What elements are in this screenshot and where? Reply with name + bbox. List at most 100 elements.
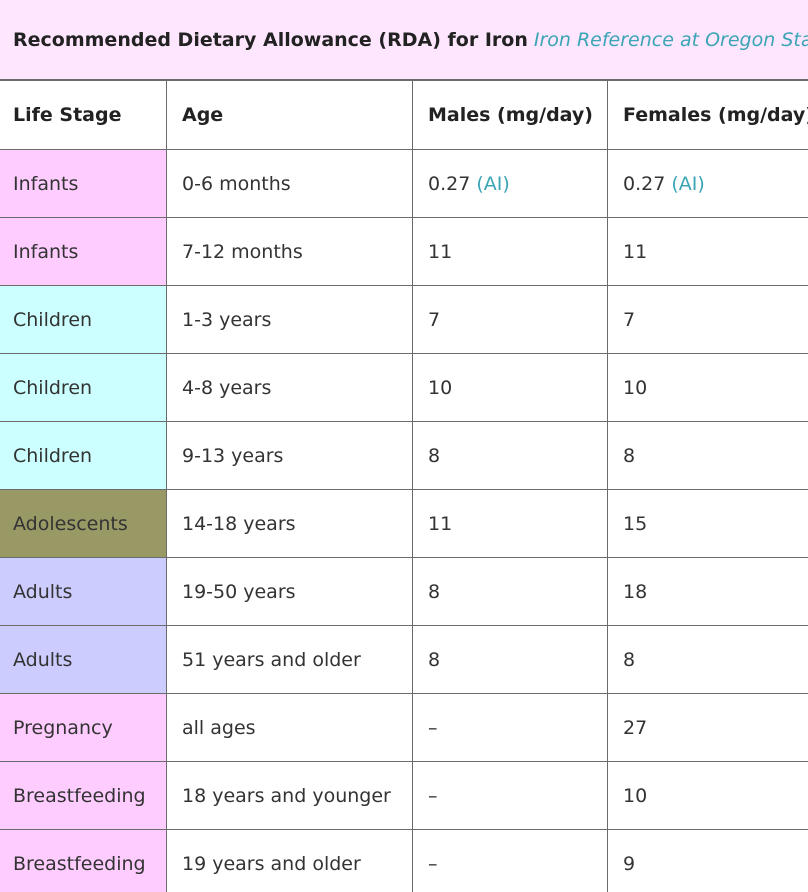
females-cell: 10 <box>607 353 808 422</box>
table-row: Breastfeeding 18 years and younger – 10 <box>0 761 808 830</box>
table-body: Infants 0-6 months 0.27 (AI) 0.27 (AI) I… <box>0 149 808 892</box>
age-cell: all ages <box>166 693 413 762</box>
age-text: 9-13 years <box>182 444 284 467</box>
header-age: Age <box>166 80 413 150</box>
females-cell: 0.27 (AI) <box>607 149 808 218</box>
table-row: Children 1-3 years 7 7 <box>0 285 808 354</box>
header-life-stage: Life Stage <box>0 80 167 150</box>
table-row: Adults 51 years and older 8 8 <box>0 625 808 694</box>
males-value: – <box>428 852 438 875</box>
age-text: 1-3 years <box>182 308 272 331</box>
age-text: 14-18 years <box>182 512 296 535</box>
males-cell: 8 <box>412 421 608 490</box>
table-row: Children 4-8 years 10 10 <box>0 353 808 422</box>
males-value: 10 <box>428 376 453 399</box>
life-stage-text: Adults <box>13 648 73 671</box>
females-cell: 11 <box>607 217 808 286</box>
females-value: 7 <box>623 308 636 331</box>
females-value: 9 <box>623 852 636 875</box>
males-ai-note: (AI) <box>476 172 510 195</box>
age-text: 19-50 years <box>182 580 296 603</box>
age-cell: 1-3 years <box>166 285 413 354</box>
males-value: 11 <box>428 240 453 263</box>
females-value: 11 <box>623 240 648 263</box>
life-stage-cell: Breastfeeding <box>0 761 167 830</box>
life-stage-cell: Infants <box>0 149 167 218</box>
females-value: 18 <box>623 580 648 603</box>
males-cell: 11 <box>412 489 608 558</box>
females-cell: 15 <box>607 489 808 558</box>
age-cell: 0-6 months <box>166 149 413 218</box>
reference-link[interactable]: Iron Reference at Oregon State <box>533 29 808 51</box>
males-value: 8 <box>428 444 441 467</box>
males-value: 0.27 <box>428 172 471 195</box>
life-stage-cell: Adults <box>0 557 167 626</box>
life-stage-cell: Adults <box>0 625 167 694</box>
life-stage-text: Breastfeeding <box>13 852 146 875</box>
age-cell: 14-18 years <box>166 489 413 558</box>
life-stage-cell: Children <box>0 421 167 490</box>
age-text: all ages <box>182 716 256 739</box>
males-value: 7 <box>428 308 441 331</box>
males-value: – <box>428 716 438 739</box>
females-cell: 8 <box>607 421 808 490</box>
life-stage-cell: Breastfeeding <box>0 829 167 892</box>
females-cell: 9 <box>607 829 808 892</box>
females-cell: 27 <box>607 693 808 762</box>
males-value: 11 <box>428 512 453 535</box>
age-cell: 9-13 years <box>166 421 413 490</box>
age-text: 18 years and younger <box>182 784 391 807</box>
males-value: 8 <box>428 648 441 671</box>
females-cell: 8 <box>607 625 808 694</box>
table-row: Children 9-13 years 8 8 <box>0 421 808 490</box>
females-value: 27 <box>623 716 648 739</box>
table-row: Infants 0-6 months 0.27 (AI) 0.27 (AI) <box>0 149 808 218</box>
header-row: Life Stage Age Males (mg/day) Females (m… <box>0 80 808 150</box>
iron-rda-table: Life Stage Age Males (mg/day) Females (m… <box>0 80 808 892</box>
life-stage-text: Children <box>13 376 93 399</box>
life-stage-cell: Pregnancy <box>0 693 167 762</box>
age-cell: 51 years and older <box>166 625 413 694</box>
males-cell: 0.27 (AI) <box>412 149 608 218</box>
life-stage-text: Adolescents <box>13 512 128 535</box>
females-cell: 7 <box>607 285 808 354</box>
males-cell: – <box>412 761 608 830</box>
life-stage-text: Children <box>13 444 93 467</box>
females-value: 10 <box>623 376 648 399</box>
life-stage-text: Pregnancy <box>13 716 113 739</box>
females-value: 10 <box>623 784 648 807</box>
age-text: 19 years and older <box>182 852 361 875</box>
life-stage-text: Breastfeeding <box>13 784 146 807</box>
life-stage-text: Children <box>13 308 93 331</box>
males-cell: 7 <box>412 285 608 354</box>
table-row: Breastfeeding 19 years and older – 9 <box>0 829 808 892</box>
age-text: 51 years and older <box>182 648 361 671</box>
table-row: Infants 7-12 months 11 11 <box>0 217 808 286</box>
life-stage-cell: Children <box>0 353 167 422</box>
females-value: 8 <box>623 444 636 467</box>
females-value: 15 <box>623 512 648 535</box>
table-caption: Recommended Dietary Allowance (RDA) for … <box>0 0 808 80</box>
females-value: 8 <box>623 648 636 671</box>
males-cell: 8 <box>412 625 608 694</box>
age-cell: 19-50 years <box>166 557 413 626</box>
females-cell: 10 <box>607 761 808 830</box>
age-cell: 4-8 years <box>166 353 413 422</box>
age-text: 4-8 years <box>182 376 272 399</box>
table-row: Pregnancy all ages – 27 <box>0 693 808 762</box>
life-stage-text: Adults <box>13 580 73 603</box>
age-cell: 19 years and older <box>166 829 413 892</box>
males-value: 8 <box>428 580 441 603</box>
males-cell: 8 <box>412 557 608 626</box>
females-ai-note: (AI) <box>671 172 705 195</box>
males-cell: 10 <box>412 353 608 422</box>
females-cell: 18 <box>607 557 808 626</box>
males-value: – <box>428 784 438 807</box>
age-text: 7-12 months <box>182 240 303 263</box>
life-stage-cell: Children <box>0 285 167 354</box>
age-cell: 7-12 months <box>166 217 413 286</box>
life-stage-text: Infants <box>13 240 79 263</box>
life-stage-cell: Infants <box>0 217 167 286</box>
table-title: Recommended Dietary Allowance (RDA) for … <box>13 29 528 51</box>
